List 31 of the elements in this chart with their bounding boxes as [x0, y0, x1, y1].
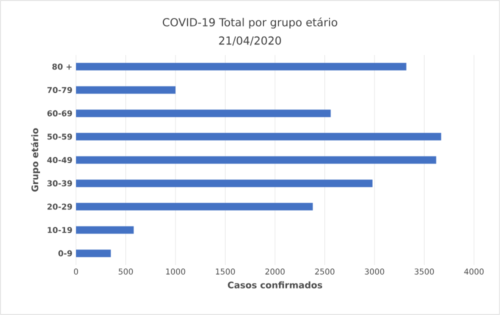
y-tick-label: 40-49	[47, 156, 72, 164]
y-tick-label: 0-9	[58, 250, 72, 256]
bar	[76, 86, 176, 94]
y-tick-label: 60-69	[47, 110, 72, 116]
bar	[76, 62, 406, 70]
x-tick-label: 1000	[166, 268, 186, 275]
bar	[76, 180, 373, 188]
bar	[76, 226, 134, 234]
x-tick-label: 4000	[464, 268, 484, 275]
y-tick-label: 20-29	[48, 204, 72, 210]
chart-title: COVID-19 Total por grupo etário	[162, 17, 338, 29]
bar	[76, 202, 313, 210]
x-tick-label: 3000	[364, 268, 384, 275]
chart-subtitle: 21/04/2020	[219, 36, 281, 46]
bar	[76, 110, 331, 118]
y-tick-label: 80 +	[52, 64, 72, 70]
x-tick-label: 1500	[216, 268, 235, 275]
x-tick-label: 500	[118, 268, 133, 275]
y-tick-label: 50-59	[48, 134, 72, 140]
bar	[76, 132, 442, 140]
x-tick-label: 0	[74, 268, 78, 275]
y-tick-label: 30-39	[47, 180, 72, 186]
x-tick-label: 3500	[414, 268, 434, 275]
bar	[76, 156, 436, 164]
y-tick-label: 70-79	[47, 86, 72, 94]
bar	[76, 250, 111, 258]
x-tick-label: 2500	[315, 268, 334, 275]
x-axis-title: Casos confirmados	[228, 281, 322, 288]
y-tick-label: 10-19	[48, 226, 72, 234]
y-axis-title: Grupo etário	[30, 128, 40, 192]
x-tick-label: 2000	[265, 268, 285, 275]
